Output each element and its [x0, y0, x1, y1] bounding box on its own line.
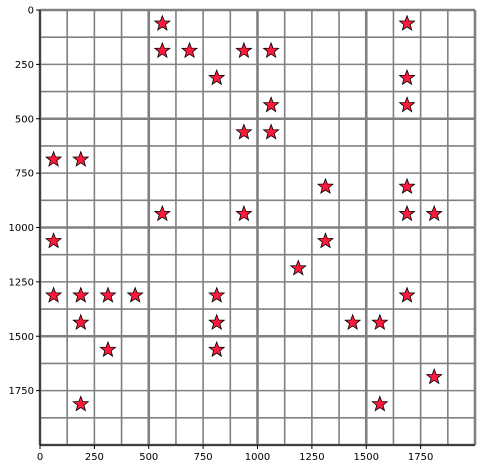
star-icon[interactable]: [425, 368, 443, 385]
star-icon[interactable]: [316, 232, 335, 249]
star-icon[interactable]: [398, 96, 416, 113]
star-icon[interactable]: [371, 313, 389, 330]
x-tick-label: 1250: [299, 452, 324, 463]
star-icon[interactable]: [72, 150, 90, 167]
grid-lines: [38, 8, 477, 447]
y-tick-label: 500: [15, 114, 34, 125]
star-icon[interactable]: [235, 123, 253, 140]
star-icon[interactable]: [235, 41, 253, 59]
star-icon[interactable]: [45, 150, 63, 167]
star-icon[interactable]: [398, 14, 416, 31]
star-icon[interactable]: [72, 286, 90, 303]
star-icon[interactable]: [235, 204, 253, 222]
y-tick-label: 1250: [9, 277, 34, 288]
star-icon[interactable]: [208, 340, 226, 358]
star-icon[interactable]: [398, 204, 416, 222]
star-icon[interactable]: [126, 286, 144, 303]
star-icon[interactable]: [344, 313, 362, 330]
star-icon[interactable]: [208, 68, 226, 86]
star-icon[interactable]: [371, 395, 389, 412]
star-icon[interactable]: [153, 41, 171, 59]
star-icon[interactable]: [45, 286, 63, 303]
star-icon[interactable]: [289, 259, 307, 276]
star-icon[interactable]: [262, 123, 280, 140]
x-tick-label: 750: [194, 452, 213, 463]
star-icon[interactable]: [425, 204, 443, 222]
star-icon[interactable]: [262, 96, 280, 113]
x-tick-label: 1000: [245, 452, 270, 463]
y-tick-label: 1500: [9, 332, 34, 343]
x-tick-label: 500: [139, 452, 158, 463]
star-icon[interactable]: [262, 41, 280, 59]
star-icon[interactable]: [99, 286, 117, 303]
star-icon[interactable]: [99, 340, 117, 358]
star-icon[interactable]: [316, 177, 335, 195]
y-tick-label: 1750: [9, 386, 34, 397]
y-tick-label: 0: [28, 6, 34, 17]
x-tick-label: 0: [37, 452, 43, 463]
star-icon[interactable]: [398, 177, 416, 195]
y-tick-label: 1000: [9, 223, 34, 234]
x-tick-label: 250: [85, 452, 104, 463]
star-icon[interactable]: [72, 395, 90, 412]
star-icon[interactable]: [208, 313, 226, 330]
star-icon[interactable]: [153, 14, 171, 31]
x-tick-label: 1500: [354, 452, 379, 463]
star-icon[interactable]: [72, 313, 90, 330]
star-icon[interactable]: [45, 232, 63, 249]
star-icon[interactable]: [398, 286, 416, 303]
y-tick-label: 250: [15, 60, 34, 71]
star-icon[interactable]: [180, 41, 199, 59]
y-tick-label: 750: [15, 169, 34, 180]
star-icon[interactable]: [208, 286, 226, 303]
stars-layer: [45, 14, 443, 412]
star-icon[interactable]: [153, 204, 171, 222]
x-tick-label: 1750: [408, 452, 433, 463]
star-icon[interactable]: [398, 68, 416, 86]
axes: 0 250 500 750 1000 1250 1500 1750 0 250 500 750 1000…: [9, 6, 475, 463]
